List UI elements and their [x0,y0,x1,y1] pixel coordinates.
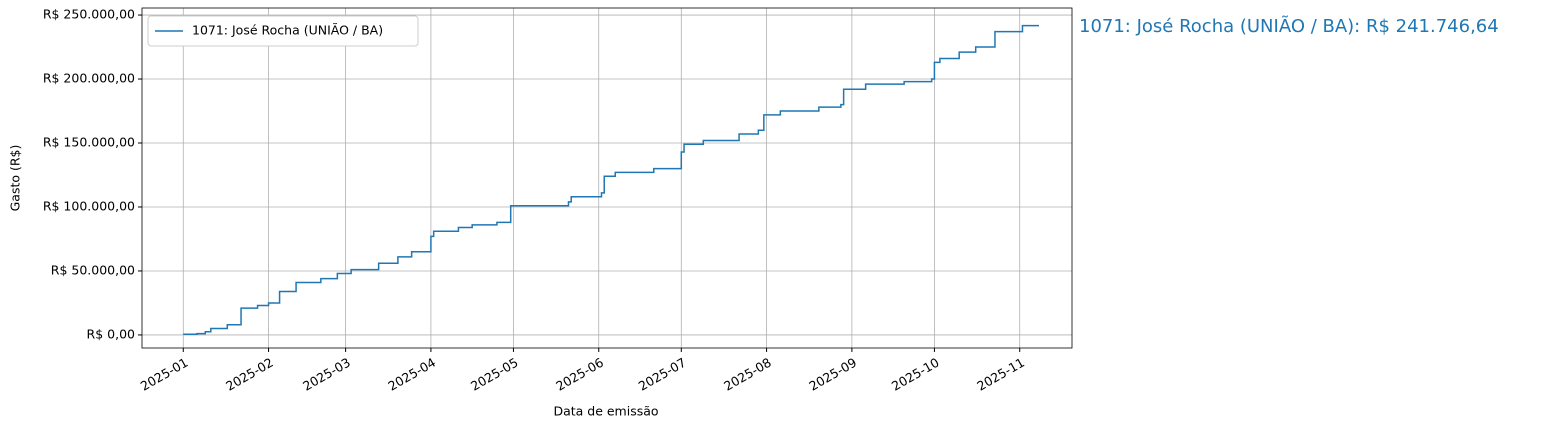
x-tick-label: 2025-04 [385,355,438,394]
y-axis-label: Gasto (R$) [8,145,23,212]
x-tick-label: 2025-03 [300,355,353,394]
x-tick-label: 2025-01 [138,355,191,394]
legend-label: 1071: José Rocha (UNIÃO / BA) [192,23,383,38]
y-tick-label: R$ 0,00 [87,326,135,341]
y-tick-label: R$ 250.000,00 [43,7,135,22]
x-tick-label: 2025-08 [721,355,774,394]
y-tick-label: R$ 200.000,00 [43,71,135,86]
x-tick-label: 2025-02 [223,355,276,394]
x-axis-label: Data de emissão [553,404,658,419]
x-tick-label: 2025-07 [636,355,689,394]
y-tick-label: R$ 50.000,00 [51,262,135,277]
x-tick-label: 2025-10 [889,355,942,394]
annotation: 1071: José Rocha (UNIÃO / BA): R$ 241.74… [1079,15,1499,37]
x-tick-label: 2025-11 [974,355,1027,394]
plot-frame [141,7,1073,349]
legend-box [147,15,419,47]
x-tick-label: 2025-06 [553,355,606,394]
x-tick-label: 2025-05 [468,355,521,394]
x-tick-label: 2025-09 [806,355,859,394]
data-line [183,24,1039,336]
y-tick-label: R$ 150.000,00 [43,135,135,150]
y-tick-label: R$ 100.000,00 [43,198,135,213]
legend: 1071: José Rocha (UNIÃO / BA) [147,15,419,47]
